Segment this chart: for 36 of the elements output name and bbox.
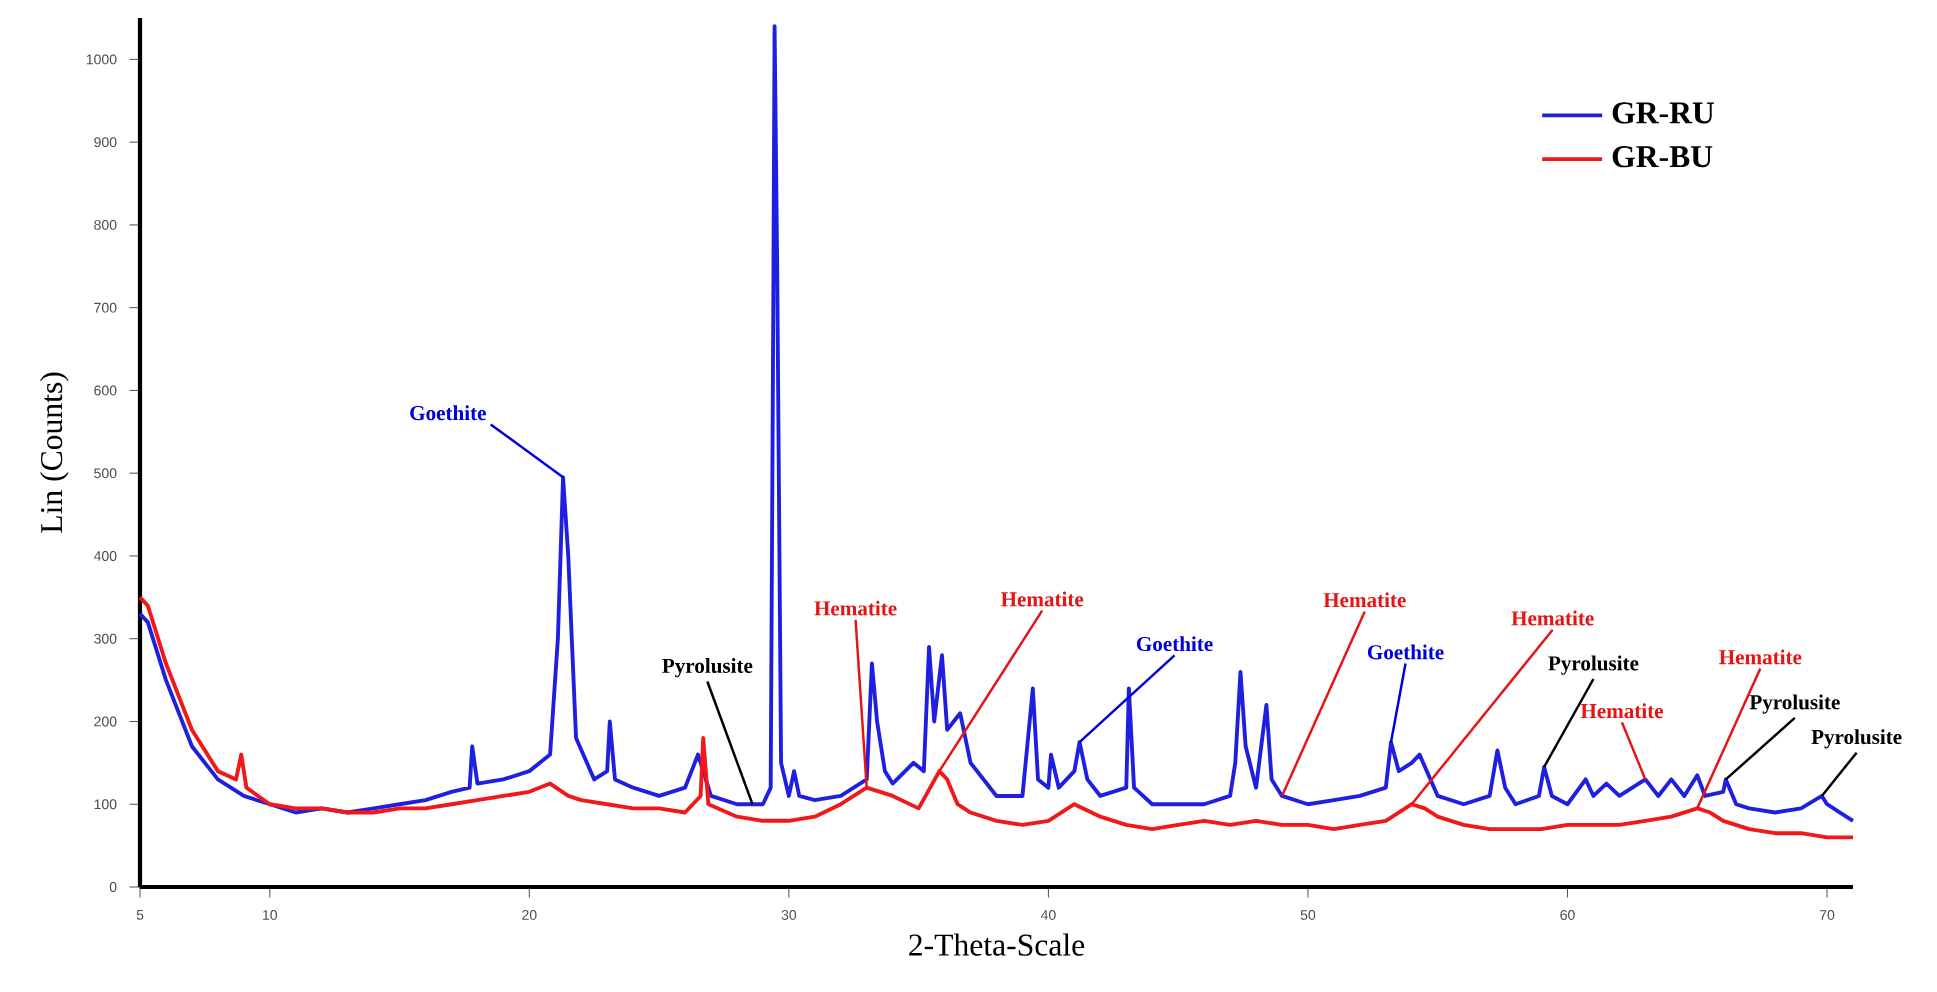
y-tick-label: 300	[94, 633, 117, 644]
annotation: Goethite	[1136, 636, 1213, 652]
x-tick-label: 10	[263, 909, 278, 920]
x-tick-label: 20	[522, 909, 537, 920]
y-tick-label: 800	[94, 219, 117, 230]
annotation: Goethite	[410, 405, 486, 421]
annotation: Hematite	[1580, 703, 1664, 719]
annotation: Pyrolusite	[1749, 694, 1840, 714]
x-tick-label: 70	[1819, 909, 1835, 920]
legend-label: GR-RU	[1612, 102, 1714, 124]
y-tick-label: 1000	[86, 54, 117, 65]
y-tick-label: 500	[94, 468, 117, 479]
annotation: Pyrolusite	[662, 658, 753, 678]
legend-label: GR-BU	[1612, 146, 1713, 168]
x-tick-label: 50	[1300, 909, 1316, 920]
x-tick-label: 5	[136, 909, 144, 920]
annotation: Hematite	[1719, 649, 1802, 665]
y-tick-label: 0	[109, 882, 117, 892]
y-tick-label: 700	[94, 302, 117, 313]
x-axis-title: 2-Theta-Scale	[909, 933, 1085, 956]
y-tick-label: 400	[93, 550, 117, 561]
annotation: Hematite	[814, 600, 897, 616]
y-tick-label: 900	[94, 137, 117, 148]
y-tick-label: 200	[94, 716, 117, 727]
annotation: Hematite	[1511, 610, 1594, 626]
x-tick-label: 30	[781, 909, 797, 920]
y-tick-label: 100	[94, 799, 117, 810]
x-tick-label: 40	[1040, 909, 1056, 920]
annotation: Goethite	[1367, 644, 1444, 660]
y-axis-title: Lin (Counts)	[40, 372, 69, 533]
annotation: Pyrolusite	[1548, 655, 1639, 675]
annotation: Hematite	[1323, 592, 1406, 608]
annotation: Hematite	[1000, 591, 1084, 607]
x-tick-label: 60	[1560, 909, 1575, 920]
annotation: Pyrolusite	[1811, 729, 1902, 749]
y-tick-label: 600	[94, 385, 117, 396]
